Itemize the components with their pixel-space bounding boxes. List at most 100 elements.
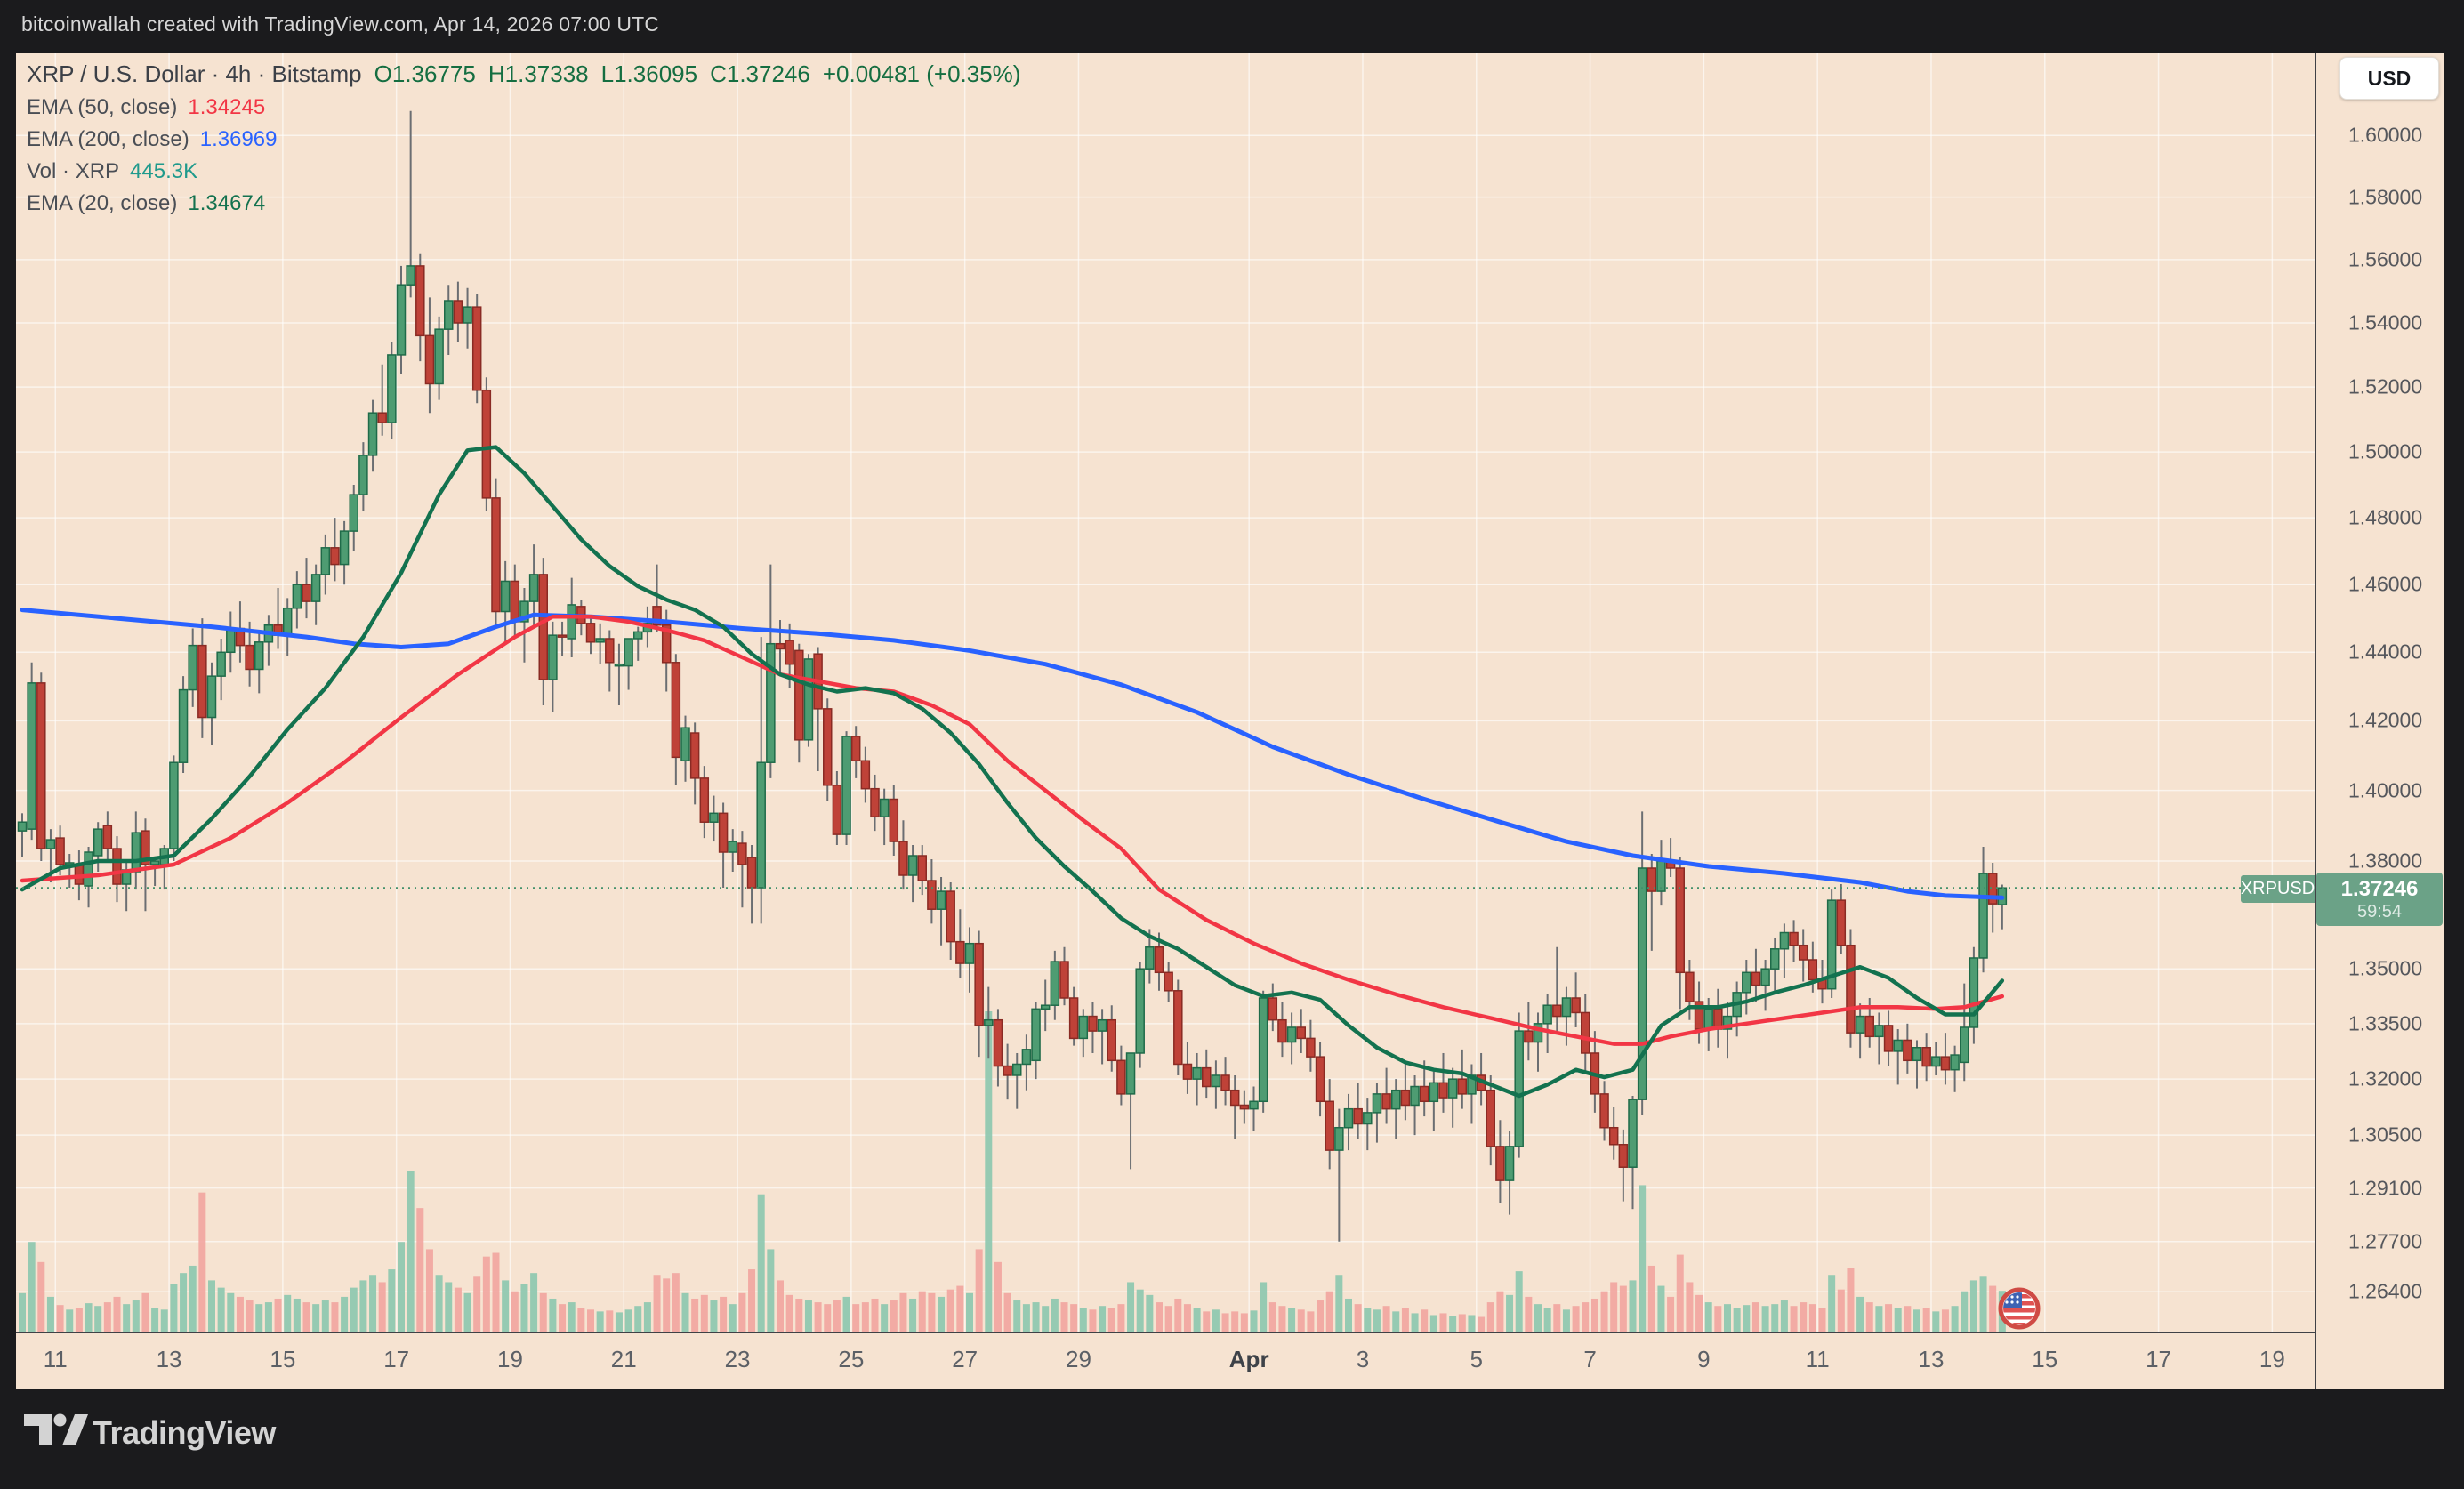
volume-bar: [473, 1276, 481, 1332]
tradingview-logo-text[interactable]: TradingView: [93, 1414, 276, 1451]
volume-bar: [1610, 1282, 1618, 1332]
candle-body: [339, 530, 350, 566]
ohlc-close: C1.37246: [710, 60, 810, 87]
volume-bar: [1429, 1315, 1437, 1332]
volume-bar: [1373, 1309, 1381, 1332]
us-flag-event-icon[interactable]: [1998, 1287, 2041, 1330]
time-axis[interactable]: 11 13 15 17 19 21 23 25 27 29 Apr 3 5 7 9 11 13 15 17 19: [16, 1332, 2315, 1391]
candle-body: [1599, 1093, 1609, 1129]
grid-lines: [16, 53, 2315, 1332]
symbol-price-label: XRPUSD: [2241, 875, 2315, 903]
volume-bar: [814, 1302, 822, 1332]
candle-body: [1003, 1065, 1012, 1076]
time-tick-label: 19: [2259, 1346, 2285, 1372]
volume-bar: [1193, 1308, 1201, 1332]
candle-body: [709, 812, 719, 823]
price-axis[interactable]: 1.60000 1.58000 1.56000 1.54000 1.52000 1.500…: [2315, 53, 2446, 1389]
volume-bar: [217, 1287, 225, 1332]
indicator-row-ema200[interactable]: EMA (200, close) 1.36969: [27, 129, 1020, 150]
candle-body: [1286, 1026, 1297, 1043]
time-tick-label: 17: [2146, 1346, 2172, 1372]
volume-bar: [1411, 1313, 1419, 1332]
bar-countdown: 59:54: [2356, 902, 2403, 922]
candle-body: [823, 708, 833, 786]
volume-bar: [1686, 1282, 1694, 1332]
candle-body: [1097, 1018, 1107, 1032]
candle-body: [1874, 1025, 1884, 1038]
volume-bar: [1174, 1298, 1182, 1332]
candle-body: [282, 607, 293, 636]
volume-bar: [1506, 1294, 1514, 1332]
volume-bar: [1780, 1300, 1788, 1332]
price-tick-label: 1.50000: [2348, 439, 2423, 463]
candle-body: [1447, 1078, 1458, 1099]
candle-body: [1012, 1063, 1022, 1076]
volume-bar: [1667, 1296, 1675, 1332]
volume-bar: [1032, 1302, 1040, 1332]
volume-bar: [246, 1300, 254, 1332]
ohlc-low: L1.36095: [600, 60, 698, 87]
candle-body: [169, 761, 179, 849]
candle-body: [974, 942, 984, 1026]
volume-bar: [1828, 1275, 1836, 1332]
candle-body: [1675, 867, 1685, 974]
tradingview-logo-icon[interactable]: [24, 1413, 92, 1452]
volume-bar: [463, 1292, 471, 1332]
candle-body: [832, 784, 842, 835]
indicator-value: 445.3K: [130, 159, 198, 183]
volume-bar: [1335, 1275, 1343, 1332]
price-tick-label: 1.40000: [2348, 778, 2423, 802]
volume-bar: [1761, 1306, 1769, 1332]
indicator-row-volume[interactable]: Vol · XRP 445.3K: [27, 161, 1020, 182]
candle-body: [206, 675, 217, 719]
volume-bar: [1307, 1311, 1315, 1332]
volume-bar: [1724, 1304, 1731, 1332]
volume-bar: [1837, 1289, 1845, 1332]
candle-body: [1381, 1093, 1391, 1110]
volume-bar: [785, 1294, 793, 1332]
candle-body: [216, 651, 226, 677]
volume-bar: [331, 1302, 339, 1332]
volume-bar: [1392, 1311, 1400, 1332]
candle-body: [595, 638, 605, 643]
candle-body: [652, 606, 662, 626]
candle-body: [444, 300, 454, 330]
indicator-row-ema20[interactable]: EMA (20, close) 1.34674: [27, 193, 1020, 214]
candle-body: [406, 265, 415, 286]
price-tick-label: 1.35000: [2348, 956, 2423, 980]
candle-body: [1978, 873, 1988, 959]
indicator-label: EMA (20, close): [27, 191, 178, 215]
volume-bar: [1562, 1309, 1570, 1332]
volume-bar: [568, 1302, 576, 1332]
volume-bar: [255, 1304, 263, 1332]
candle-body: [917, 855, 927, 881]
volume-bar: [180, 1273, 188, 1332]
candles-layer: [17, 110, 2008, 1242]
volume-bar: [928, 1292, 936, 1332]
volume-bar: [946, 1289, 954, 1332]
candle-body: [17, 821, 28, 832]
indicator-row-ema50[interactable]: EMA (50, close) 1.34245: [27, 97, 1020, 118]
candle-body: [1846, 944, 1856, 1034]
volume-bar: [577, 1308, 585, 1332]
volume-bar: [1525, 1296, 1533, 1332]
volume-bar: [378, 1282, 386, 1332]
candle-body: [841, 736, 851, 835]
candle-body: [102, 825, 113, 849]
currency-toggle-button[interactable]: USD: [2339, 57, 2439, 100]
candle-body: [415, 265, 425, 337]
volume-bar: [1325, 1291, 1333, 1332]
volume-bar: [1932, 1311, 1940, 1332]
candle-body: [1296, 1026, 1306, 1040]
volume-bar: [1572, 1306, 1580, 1332]
volume-bar: [1136, 1289, 1144, 1332]
volume-bar: [1639, 1185, 1647, 1332]
time-tick-label: 9: [1697, 1346, 1711, 1372]
symbol-legend-row[interactable]: XRP / U.S. Dollar · 4h · Bitstamp O1.3677…: [27, 62, 1020, 85]
candle-body: [1552, 1004, 1562, 1018]
candle-body: [927, 880, 937, 910]
candle-body: [141, 830, 150, 865]
volume-bar: [170, 1284, 178, 1332]
